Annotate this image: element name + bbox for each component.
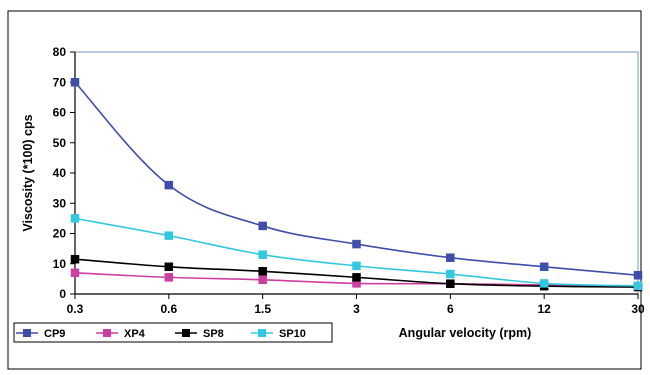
legend-swatch-marker bbox=[23, 329, 31, 337]
legend-swatch-marker bbox=[182, 329, 190, 337]
legend-label: SP8 bbox=[203, 328, 224, 340]
y-tick-label: 0 bbox=[59, 287, 66, 301]
legend: CP9 XP4 SP8 SP10 bbox=[13, 322, 333, 343]
x-tick-label: 6 bbox=[447, 302, 454, 316]
x-axis: 0.3 0.6 1.5 3 6 12 30 bbox=[67, 293, 645, 316]
data-point-sp10 bbox=[633, 281, 643, 291]
legend-item-cp9: CP9 bbox=[16, 328, 65, 340]
data-point-cp9 bbox=[352, 239, 361, 249]
legend-swatch-marker bbox=[103, 329, 111, 337]
y-tick-label: 40 bbox=[53, 166, 67, 180]
data-point-cp9 bbox=[446, 253, 455, 262]
data-point-cp9 bbox=[258, 221, 267, 231]
series-sp10 bbox=[70, 214, 643, 291]
x-tick-label: 0.6 bbox=[160, 302, 177, 316]
x-tick-label: 12 bbox=[537, 302, 551, 316]
x-tick-label: 1.5 bbox=[254, 302, 271, 316]
legend-swatch-marker bbox=[258, 329, 266, 337]
legend-label: SP10 bbox=[279, 328, 306, 340]
y-tick-label: 80 bbox=[53, 45, 67, 59]
plot-area bbox=[74, 51, 639, 295]
y-tick-label: 60 bbox=[53, 106, 67, 120]
y-tick-label: 70 bbox=[53, 75, 67, 89]
legend-label: XP4 bbox=[124, 328, 146, 340]
data-point-xp4 bbox=[258, 275, 267, 285]
data-point-xp4 bbox=[164, 273, 174, 282]
x-tick-label: 3 bbox=[353, 302, 360, 316]
data-point-sp8 bbox=[258, 267, 267, 276]
data-point-sp8 bbox=[352, 273, 361, 282]
y-tick-label: 30 bbox=[53, 196, 67, 210]
data-point-cp9 bbox=[633, 270, 643, 280]
x-tick-label: 30 bbox=[631, 302, 645, 316]
data-point-sp10 bbox=[446, 269, 455, 279]
data-point-sp10 bbox=[70, 214, 80, 223]
x-axis-title: Angular velocity (rpm) bbox=[399, 326, 532, 340]
data-point-cp9 bbox=[539, 262, 549, 272]
data-point-sp8 bbox=[164, 262, 174, 272]
series-layer bbox=[70, 78, 643, 292]
legend-item-sp10: SP10 bbox=[251, 328, 306, 340]
data-point-xp4 bbox=[70, 268, 80, 278]
data-point-sp10 bbox=[258, 250, 267, 259]
data-point-cp9 bbox=[164, 180, 174, 190]
series-cp9 bbox=[70, 78, 643, 280]
y-tick-label: 10 bbox=[53, 257, 67, 271]
legend-item-sp8: SP8 bbox=[175, 328, 224, 340]
legend-box bbox=[13, 322, 333, 343]
data-point-sp8 bbox=[446, 279, 455, 288]
x-tick-label: 0.3 bbox=[67, 302, 84, 316]
legend-label: CP9 bbox=[44, 328, 65, 340]
data-point-sp10 bbox=[539, 279, 549, 288]
data-point-sp10 bbox=[164, 231, 174, 240]
legend-item-xp4: XP4 bbox=[96, 328, 146, 340]
data-point-sp10 bbox=[352, 261, 361, 271]
y-tick-label: 20 bbox=[53, 227, 67, 241]
y-axis-title: Viscosity (*100) cps bbox=[21, 114, 35, 231]
data-point-sp8 bbox=[70, 254, 80, 264]
y-tick-label: 50 bbox=[53, 136, 67, 150]
data-point-cp9 bbox=[70, 78, 80, 87]
